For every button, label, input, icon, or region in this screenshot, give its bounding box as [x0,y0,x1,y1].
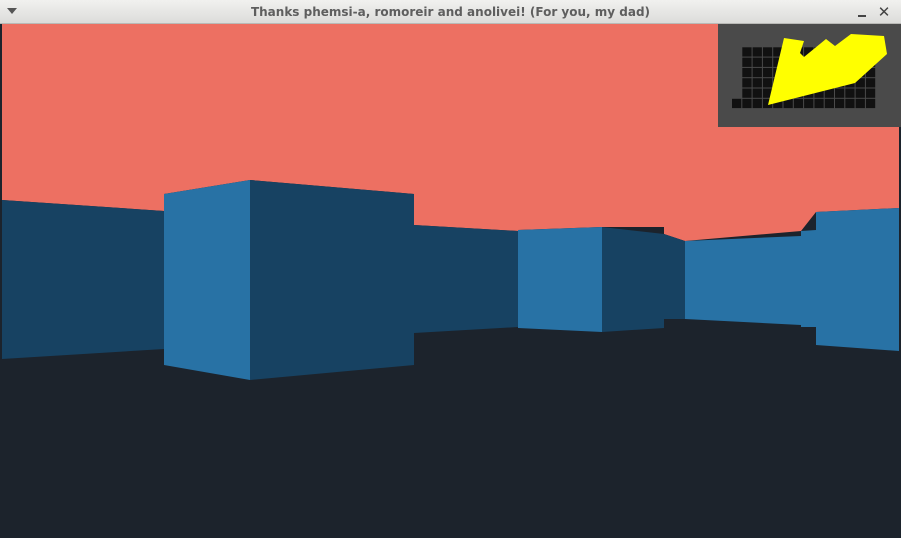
minimap-wall-cell [804,47,814,57]
minimap-wall-cell [855,88,865,98]
minimap-wall-cell [762,67,773,78]
minimap-wall-cell [742,98,752,109]
minimap-wall-cell [752,57,762,67]
minimap-wall-cell [742,78,752,88]
window-title: Thanks phemsi-a, romoreir and anolivei! … [250,5,651,19]
minimap-wall-cell [824,88,834,98]
minimap-wall-cell [752,78,762,88]
minimap [718,24,901,127]
minimap-wall-cell [762,57,773,67]
minimap-wall-cell [845,88,855,98]
wall-left-far [2,200,164,359]
minimap-wall-cell [865,88,876,98]
wall-pillar-front-face [518,227,602,332]
minimap-wall-cell [865,98,876,109]
minimap-wall-cell [752,88,762,98]
wall-block-front-face [164,180,250,380]
minimap-wall-cell [865,78,876,88]
minimap-wall-cell [783,98,793,109]
player-view-cone-icon [768,34,887,105]
minimap-wall-cell [752,47,762,57]
wall-right-step [801,230,816,327]
minimap-wall-cell [762,98,773,109]
minimize-button[interactable] [857,5,867,19]
minimap-wall-cell [835,98,845,109]
minimap-wall-cell [773,98,783,109]
minimap-wall-cell [835,88,845,98]
minimap-wall-cell [742,67,752,78]
minimap-wall-cell [804,98,814,109]
minimap-wall-cell [752,98,762,109]
ceiling [2,24,899,241]
minimap-wall-cell [865,67,876,78]
minimap-grid [732,34,887,109]
minimap-wall-cell [773,47,783,57]
minimap-wall-cell [762,78,773,88]
minimap-wall-cell [855,78,865,88]
minimap-wall-cell [814,98,824,109]
minimap-wall-cell [732,98,742,109]
title-bar[interactable]: Thanks phemsi-a, romoreir and anolivei! … [0,0,901,24]
wall-block-side-face [250,180,414,380]
window-menu-icon[interactable] [7,8,17,14]
close-button[interactable]: ✕ [877,3,891,21]
minimap-wall-cell [742,88,752,98]
minimap-wall-cell [742,57,752,67]
minimap-wall-cell [855,98,865,109]
wall-recess [664,234,685,319]
minimap-wall-cell [752,67,762,78]
wall-pillar-side-face [602,227,664,332]
wall-corridor-back [414,225,518,333]
minimap-wall-cell [762,47,773,57]
wall-right-middle [685,236,801,325]
minimap-wall-cell [742,47,752,57]
minimap-wall-cell [845,98,855,109]
wall-right-near [816,208,899,351]
minimap-wall-cell [814,88,824,98]
minimap-wall-cell [762,88,773,98]
minimap-wall-cell [793,98,804,109]
minimap-wall-cell [773,57,783,67]
minimap-wall-cell [824,98,834,109]
